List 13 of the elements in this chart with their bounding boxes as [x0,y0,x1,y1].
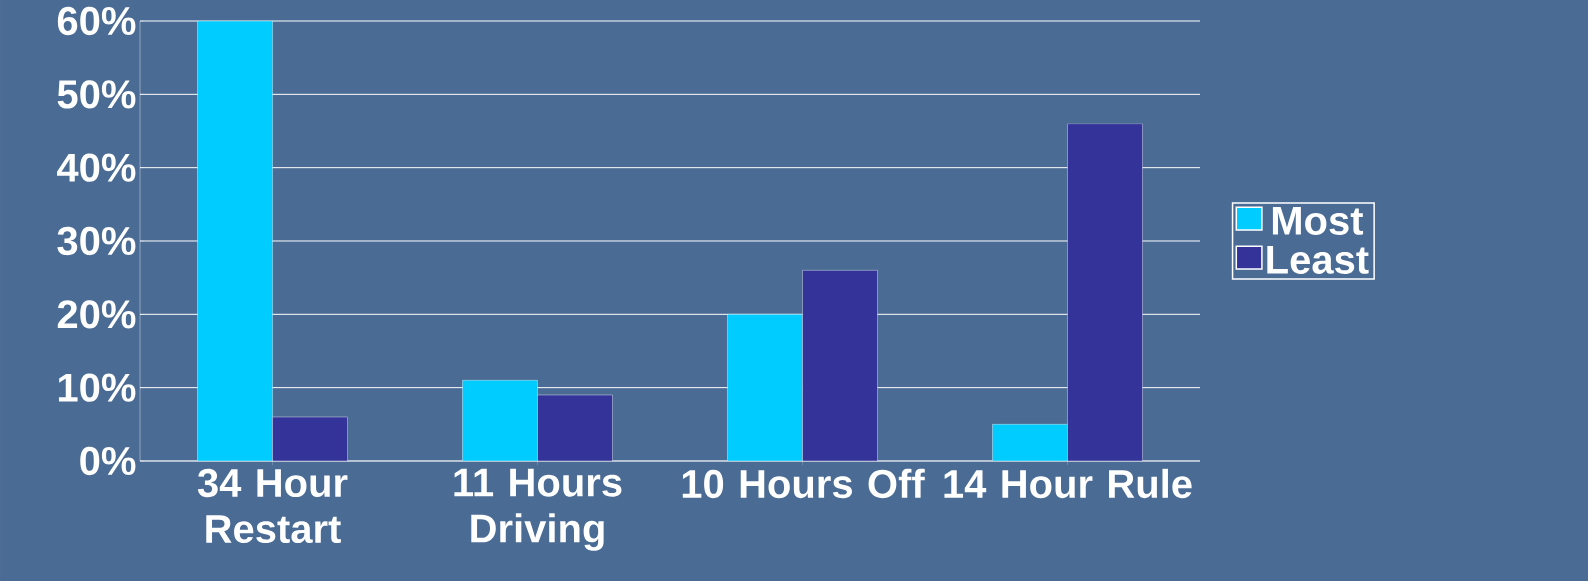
y-tick-label: 50% [57,80,136,109]
y-tick-label: 60% [57,6,136,36]
y-tick-label: 10% [58,373,136,402]
y-tick-label: 0% [80,446,136,476]
y-tick-label: 20% [57,300,136,329]
y-tick-label: 30% [57,226,136,256]
x-tick-label: 34 Hour Restart [197,468,348,544]
x-tick-label: 14 Hour Rule [944,468,1192,499]
x-tick-label: 10 Hours Off [682,468,925,499]
x-tick-label: 11 Hours Driving [454,468,622,551]
legend-label: Most [1272,206,1364,235]
y-tick-label: 40% [57,153,136,182]
legend-label: Least [1267,246,1369,274]
